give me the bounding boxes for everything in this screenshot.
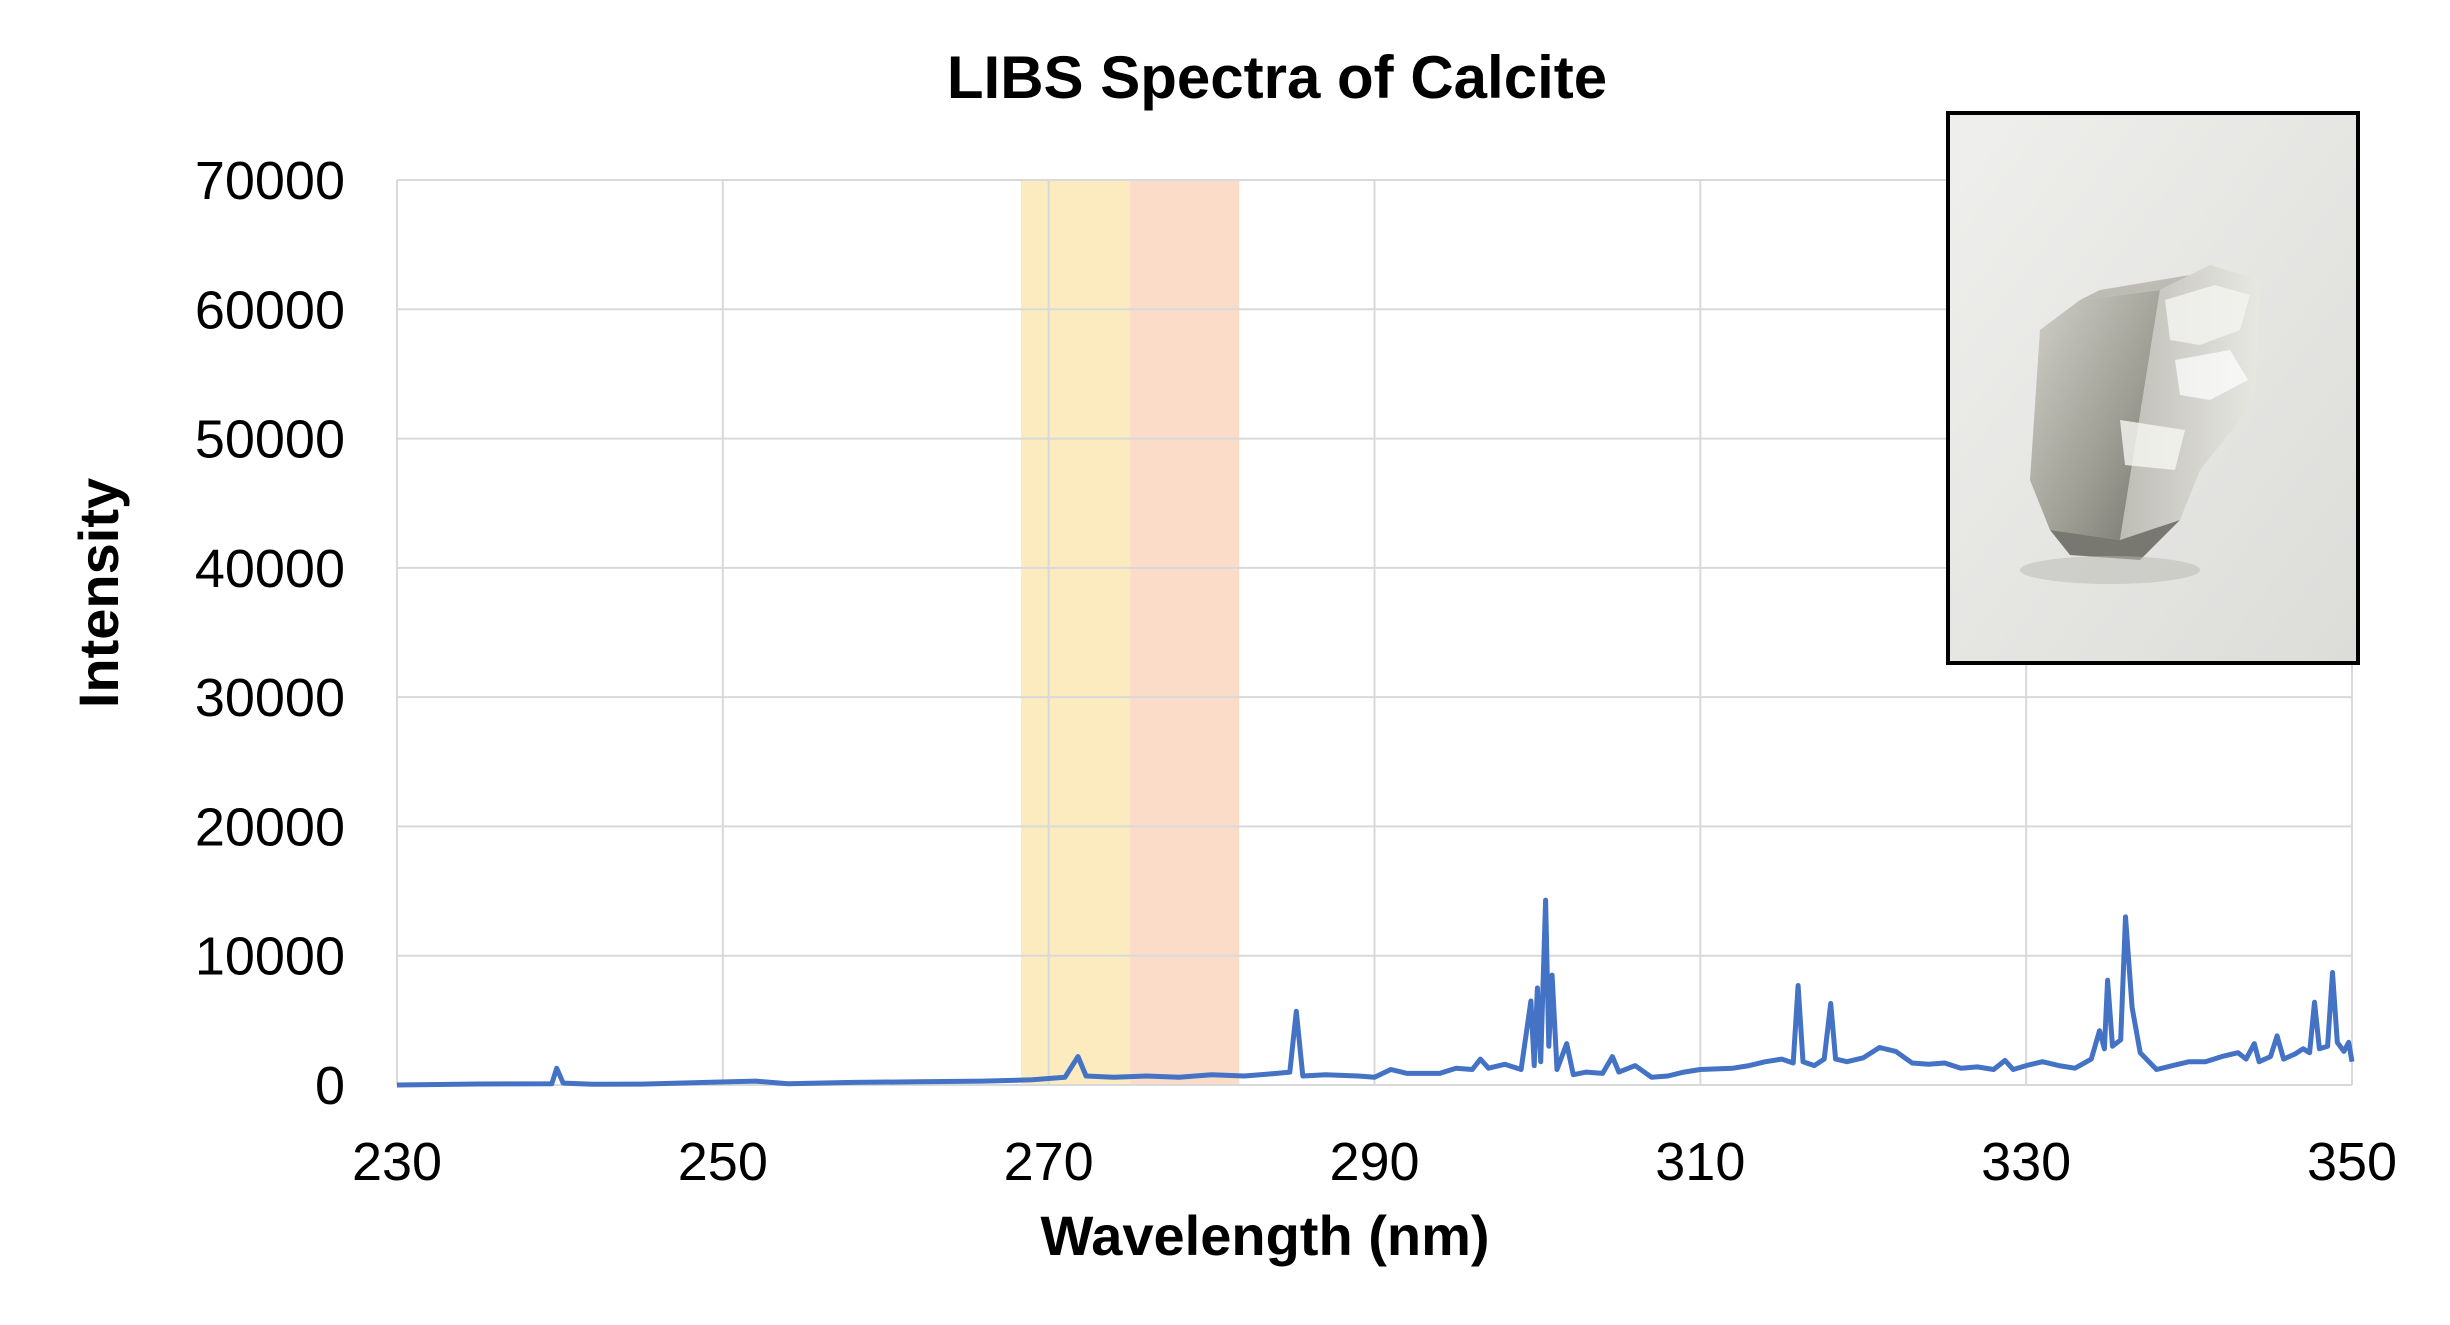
x-tick-label: 330 xyxy=(1981,1132,2071,1192)
y-tick-label: 60000 xyxy=(195,280,345,340)
x-tick-label: 250 xyxy=(678,1132,768,1192)
highlight-bands xyxy=(1020,180,1240,1085)
highlight-band-2 xyxy=(1130,180,1240,1085)
y-axis-label: Intensity xyxy=(67,478,130,708)
y-tick-label: 40000 xyxy=(195,539,345,599)
x-tick-label: 310 xyxy=(1655,1132,1745,1192)
y-tick-label: 50000 xyxy=(195,410,345,470)
y-tick-label: 30000 xyxy=(195,668,345,728)
x-tick-label: 270 xyxy=(1004,1132,1094,1192)
y-tick-label: 70000 xyxy=(195,151,345,211)
calcite-crystal-icon xyxy=(2020,265,2260,584)
series-layer xyxy=(396,897,2355,1088)
y-tick-label: 20000 xyxy=(195,797,345,857)
x-tick-label: 230 xyxy=(352,1132,442,1192)
highlight-band-1 xyxy=(1020,180,1131,1085)
chart-title: LIBS Spectra of Calcite xyxy=(947,44,1607,111)
x-axis-label: Wavelength (nm) xyxy=(1040,1204,1489,1267)
x-tick-label: 290 xyxy=(1329,1132,1419,1192)
y-tick-label: 0 xyxy=(315,1056,345,1116)
y-tick-label: 10000 xyxy=(195,927,345,987)
x-tick-label: 350 xyxy=(2307,1132,2397,1192)
tick-labels: 0 10000 20000 30000 40000 50000 60000 70000 230 2… xyxy=(195,151,2397,1192)
spectrum-line-1 xyxy=(396,897,2355,1088)
calcite-photo-inset xyxy=(1946,111,2360,665)
